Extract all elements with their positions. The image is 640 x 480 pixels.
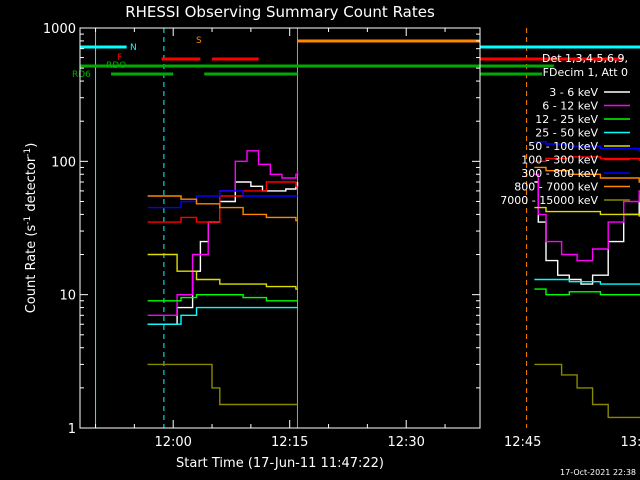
x-tick-label-0: 12:00 xyxy=(154,435,191,450)
series-line-4 xyxy=(147,206,640,290)
y-axis-label-sup-2: -1 xyxy=(23,148,33,157)
plot-frame xyxy=(79,27,481,429)
y-tick-label-2: 100 xyxy=(51,155,76,170)
flag-label-n: N xyxy=(130,43,137,53)
y-axis-label-part-1: Count Rate (s xyxy=(24,225,39,314)
series-line-2 xyxy=(147,288,640,302)
series-line-6 xyxy=(147,141,640,209)
x-tick-label-3: 12:45 xyxy=(504,435,541,450)
footer-timestamp: 17-Oct-2021 22:38 xyxy=(560,468,636,477)
flag-label-s: S xyxy=(196,36,202,46)
chart-title: RHESSI Observing Summary Count Rates xyxy=(125,3,435,21)
legend-label-2: 12 - 25 keV xyxy=(535,113,598,126)
y-axis-label-part-2: detector xyxy=(24,156,39,216)
legend-label-6: 300 - 800 keV xyxy=(521,167,598,180)
x-tick-label-4: 13:00 xyxy=(620,435,640,450)
legend-label-0: 3 - 6 keV xyxy=(549,86,598,99)
y-axis: 1 10 100 1000 xyxy=(43,22,480,437)
y-tick-label-0: 1 xyxy=(68,422,76,437)
y-axis-label-sup-1: -1 xyxy=(23,216,33,225)
legend-header-0: Det 1,3,4,5,6,9, xyxy=(542,52,628,65)
y-tick-label-1: 10 xyxy=(59,289,76,304)
flag-label-rdo: RDO xyxy=(106,61,126,71)
legend-label-5: 100 - 300 keV xyxy=(521,154,598,167)
legend: Det 1,3,4,5,6,9,FDecim 1, Att 0 3 - 6 keV… xyxy=(500,52,630,207)
series-line-8 xyxy=(147,363,640,419)
flag-label-rd6: RD6 xyxy=(72,70,91,80)
x-axis-label: Start Time (17-Jun-11 11:47:22) xyxy=(176,456,384,471)
legend-label-7: 800 - 7000 keV xyxy=(514,181,598,194)
flag-label-f: F xyxy=(117,53,122,63)
series-line-1 xyxy=(147,150,640,316)
legend-label-8: 7000 - 15000 keV xyxy=(500,194,598,207)
series-line-3 xyxy=(147,278,640,325)
series-line-7 xyxy=(147,166,640,222)
y-axis-label: Count Rate (s-1 detector-1) xyxy=(23,143,39,314)
legend-label-3: 25 - 50 keV xyxy=(535,127,598,140)
plot-area: NF S RDO RD6 xyxy=(72,28,640,428)
y-axis-label-part-3: ) xyxy=(24,143,39,148)
legend-header-1: FDecim 1, Att 0 xyxy=(543,66,628,79)
x-tick-label-2: 12:30 xyxy=(387,435,424,450)
legend-label-1: 6 - 12 keV xyxy=(542,100,598,113)
y-tick-label-3: 1000 xyxy=(43,22,76,37)
x-tick-label-1: 12:15 xyxy=(271,435,308,450)
legend-label-4: 50 - 100 keV xyxy=(528,140,598,153)
